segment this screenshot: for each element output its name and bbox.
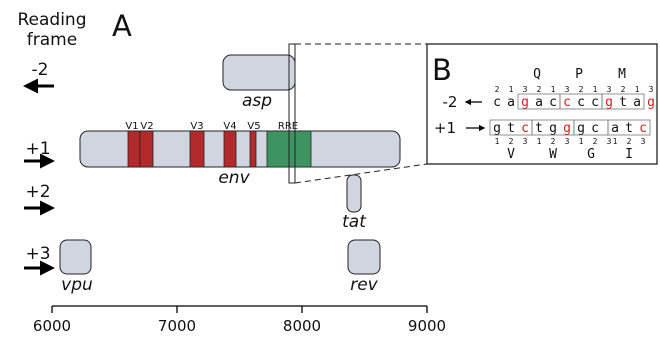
codon-position: 2 [579,85,584,94]
codon-position: 3 [607,137,612,146]
gene-vpu [59,239,92,275]
reading-frame-title-line2: frame [27,30,77,50]
panel-a-label: A [112,9,132,43]
base: c [493,95,501,110]
base: a [633,95,641,110]
aa-plus1: I [625,147,633,162]
panel-b-label: B [432,53,452,87]
base: c [639,121,647,136]
base: c [591,121,599,136]
reading-frame-title-line1: Reading [17,10,86,30]
codon-position: 3 [523,85,528,94]
gene-tat [346,174,362,213]
codon-position: 1 [579,137,584,146]
base: g [605,95,613,110]
frame-label-plus1: +1 [25,139,50,159]
gene-label-tat: tat [342,212,367,232]
base: g [563,121,571,136]
codon-position: 3 [649,85,654,94]
base: g [647,95,655,110]
codon-position: 1 [593,85,598,94]
gene-label-vpu: vpu [61,275,93,295]
region-label-v5: V5 [247,121,260,132]
codon-position: 1 [551,85,556,94]
base: a [611,121,619,136]
frame-label-minus2: -2 [32,60,49,80]
region-label-rre: RRE [278,121,298,132]
base: a [507,95,515,110]
aa-plus1: W [549,147,557,162]
frame-label-plus2: +2 [25,182,50,202]
codon-box [607,119,651,136]
codon-position: 2 [537,85,542,94]
x-tick-label: 9000 [408,317,446,335]
codon-position: 2 [509,137,514,146]
base: g [521,95,529,110]
region-label-v4: V4 [223,121,236,132]
x-tick-label: 7000 [158,317,196,335]
frame-minus2-label: -2 [443,93,458,111]
codon-position: 3 [565,85,570,94]
base: t [507,121,515,136]
codon-position: 1 [495,137,500,146]
codon-position: 1 [613,137,618,146]
base: c [577,95,585,110]
codon-position: 3 [607,85,612,94]
base: g [577,121,585,136]
codon-box [601,93,645,110]
base: c [521,121,529,136]
region-label-v2: V2 [140,121,153,132]
gene-asp [222,54,296,91]
base: c [591,95,599,110]
aa-plus1: G [587,147,595,162]
gene-env [79,130,401,168]
x-tick-label: 6000 [33,317,71,335]
region-v1 [127,130,141,168]
codon-position: 3 [641,137,646,146]
zoom-guide-bottom [294,163,428,184]
base: c [563,95,571,110]
codon-position: 2 [593,137,598,146]
region-v2 [139,130,154,168]
codon-position: 2 [621,85,626,94]
frame-label-plus3: +3 [25,244,50,264]
gene-label-asp: asp [242,91,272,111]
codon-position: 2 [495,85,500,94]
gene-rev [347,239,381,275]
region-v3 [189,130,205,168]
zoom-window [288,43,296,184]
x-tick-label: 8000 [283,317,321,335]
region-v4 [223,130,237,168]
base: t [619,95,627,110]
codon-position: 1 [635,85,640,94]
codon-position: 1 [509,85,514,94]
gene-label-env: env [218,168,250,188]
base: g [549,121,557,136]
base: c [549,95,557,110]
codon-position: 3 [523,137,528,146]
base: a [535,95,543,110]
aa-minus2: P [575,67,583,82]
codon-position: 2 [627,137,632,146]
aa-minus2: Q [533,67,541,82]
region-v5 [249,130,257,168]
frame-plus1-label: +1 [434,119,456,137]
codon-position: 2 [551,137,556,146]
codon-position: 3 [565,137,570,146]
base: g [493,121,501,136]
region-label-v3: V3 [190,121,203,132]
aa-minus2: M [618,67,626,82]
base: t [535,121,543,136]
region-label-v1: V1 [125,121,138,132]
aa-plus1: V [507,147,515,162]
gene-label-rev: rev [350,275,378,295]
base: t [625,121,633,136]
codon-position: 1 [537,137,542,146]
